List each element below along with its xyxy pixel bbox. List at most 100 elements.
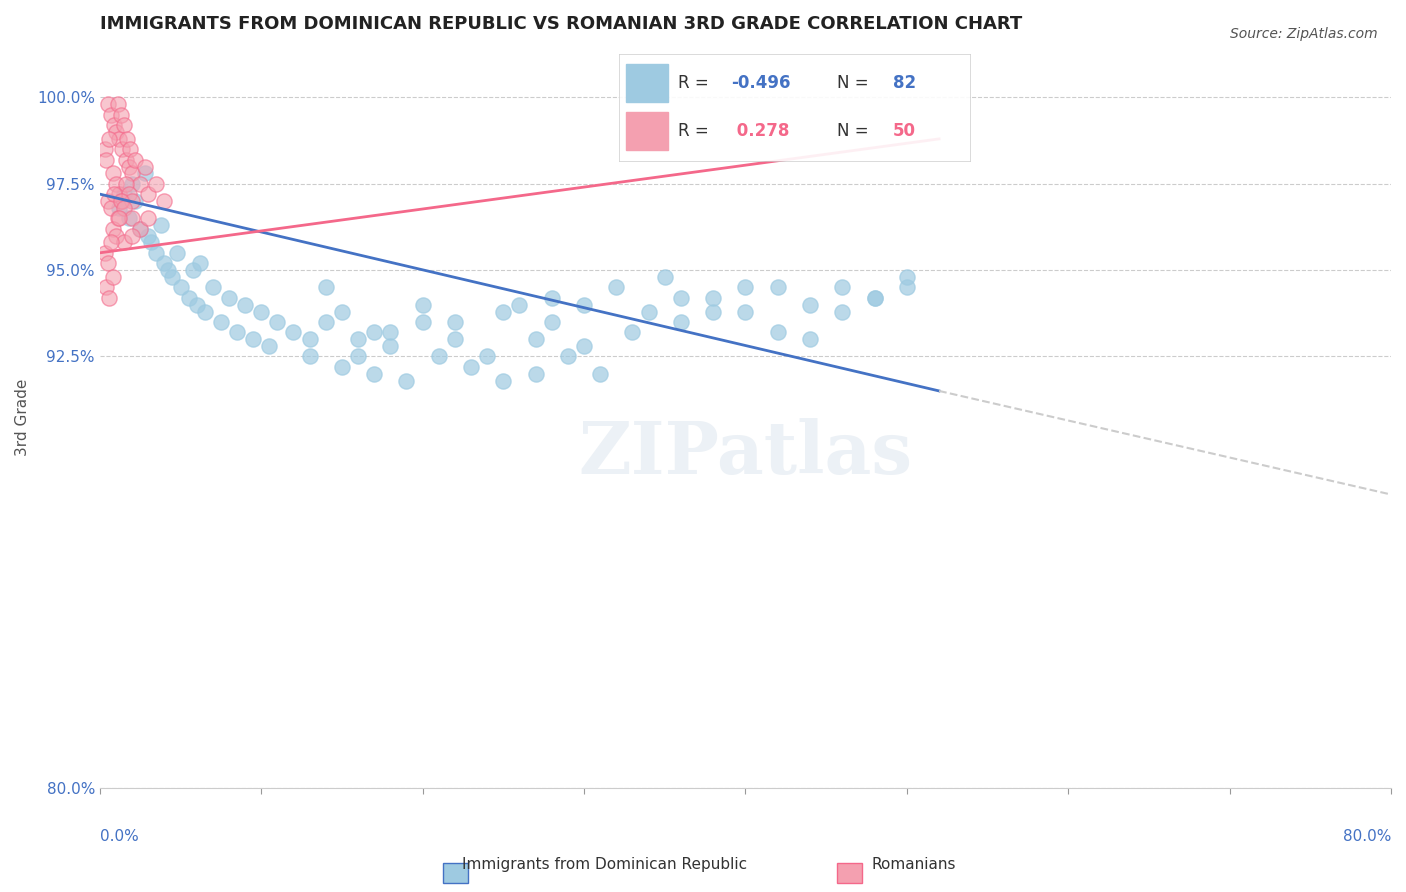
- Point: [120, 142, 142, 156]
- Point: [444, 315, 467, 329]
- Point: [108, 201, 131, 215]
- Point: [557, 350, 579, 364]
- Text: R =: R =: [678, 75, 714, 93]
- Point: [110, 108, 132, 122]
- Point: [380, 339, 402, 353]
- Point: [508, 297, 530, 311]
- Point: [103, 187, 125, 202]
- Text: 50: 50: [893, 121, 915, 139]
- Point: [283, 325, 305, 339]
- Point: [605, 280, 627, 294]
- Point: [97, 256, 120, 270]
- Point: [766, 280, 789, 294]
- Point: [177, 291, 200, 305]
- Point: [100, 201, 122, 215]
- Point: [118, 187, 141, 202]
- Point: [98, 132, 121, 146]
- Point: [98, 291, 121, 305]
- Point: [621, 325, 644, 339]
- Point: [654, 270, 676, 285]
- Point: [121, 211, 143, 226]
- Point: [136, 228, 159, 243]
- Point: [188, 256, 211, 270]
- Point: [162, 270, 184, 285]
- Point: [896, 280, 918, 294]
- Point: [831, 280, 853, 294]
- Point: [129, 177, 152, 191]
- Point: [669, 291, 692, 305]
- Point: [226, 325, 249, 339]
- Point: [540, 291, 562, 305]
- Point: [589, 367, 612, 381]
- Bar: [626, 112, 668, 150]
- Point: [121, 194, 143, 208]
- Point: [169, 280, 191, 294]
- Point: [104, 177, 127, 191]
- Point: [412, 315, 434, 329]
- Point: [347, 350, 370, 364]
- Point: [766, 325, 789, 339]
- Y-axis label: 3rd Grade: 3rd Grade: [15, 378, 30, 456]
- Point: [112, 187, 135, 202]
- Point: [330, 304, 353, 318]
- Point: [112, 118, 135, 132]
- Point: [129, 221, 152, 235]
- Point: [475, 350, 498, 364]
- Point: [153, 194, 176, 208]
- Text: Source: ZipAtlas.com: Source: ZipAtlas.com: [1230, 27, 1378, 41]
- Point: [702, 291, 724, 305]
- Point: [101, 221, 124, 235]
- Point: [108, 211, 131, 226]
- Point: [218, 291, 240, 305]
- Point: [136, 187, 159, 202]
- Point: [150, 218, 173, 232]
- Point: [107, 211, 129, 226]
- Point: [250, 304, 273, 318]
- Point: [363, 367, 385, 381]
- Point: [166, 245, 188, 260]
- Point: [145, 245, 167, 260]
- Point: [111, 194, 134, 208]
- Bar: [626, 64, 668, 102]
- Point: [572, 297, 595, 311]
- Point: [363, 325, 385, 339]
- Point: [896, 270, 918, 285]
- Text: R =: R =: [678, 121, 714, 139]
- Text: IMMIGRANTS FROM DOMINICAN REPUBLIC VS ROMANIAN 3RD GRADE CORRELATION CHART: IMMIGRANTS FROM DOMINICAN REPUBLIC VS RO…: [100, 15, 1022, 33]
- Point: [93, 142, 115, 156]
- Point: [242, 332, 264, 346]
- Point: [186, 297, 208, 311]
- Point: [108, 132, 131, 146]
- Point: [124, 153, 146, 167]
- Point: [330, 359, 353, 374]
- Point: [111, 142, 134, 156]
- Point: [110, 194, 132, 208]
- Point: [831, 304, 853, 318]
- Point: [129, 221, 152, 235]
- Point: [141, 235, 163, 250]
- Point: [93, 245, 115, 260]
- Point: [108, 187, 131, 202]
- Point: [118, 211, 141, 226]
- Point: [702, 304, 724, 318]
- Point: [524, 332, 547, 346]
- Point: [97, 194, 120, 208]
- Point: [183, 263, 205, 277]
- Point: [637, 304, 659, 318]
- Text: 0.0%: 0.0%: [100, 830, 139, 845]
- Point: [572, 339, 595, 353]
- Point: [669, 315, 692, 329]
- Point: [395, 374, 418, 388]
- Point: [492, 304, 515, 318]
- Point: [412, 297, 434, 311]
- Point: [112, 235, 135, 250]
- Point: [863, 291, 886, 305]
- Text: Immigrants from Dominican Republic: Immigrants from Dominican Republic: [463, 857, 747, 872]
- Point: [427, 350, 450, 364]
- Point: [97, 97, 120, 112]
- Text: 80.0%: 80.0%: [1343, 830, 1391, 845]
- Point: [863, 291, 886, 305]
- Point: [134, 166, 156, 180]
- Point: [233, 297, 256, 311]
- Text: Romanians: Romanians: [872, 857, 956, 872]
